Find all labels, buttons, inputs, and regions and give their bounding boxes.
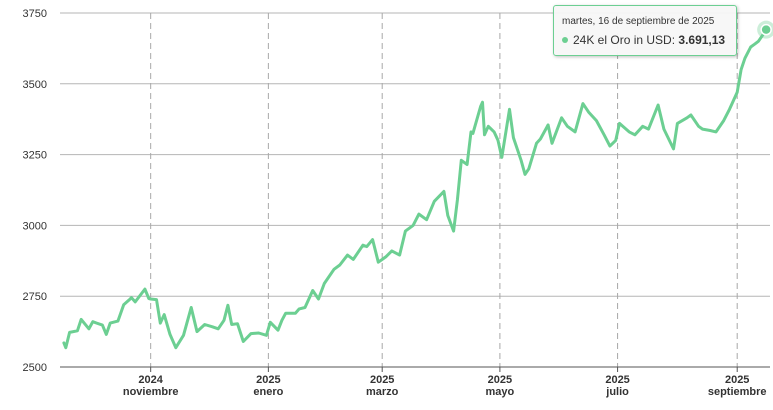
series-line [62,28,768,350]
x-tick-year: 2025 [488,374,512,386]
y-tick-label: 3500 [23,79,47,91]
tooltip-value: 3.691,13 [678,33,726,47]
y-tick-label: 3250 [23,150,47,162]
x-tick-year: 2025 [256,374,280,386]
tooltip-series-row: 24K el Oro in USD: 3.691,13 [562,33,725,47]
series-layer [62,20,773,350]
x-tick-year: 2025 [725,374,749,386]
x-tick-year: 2025 [605,374,629,386]
x-tick-month: mayo [486,386,515,398]
y-tick-label: 3000 [23,220,47,232]
y-tick-label: 2750 [23,291,47,303]
x-tick-year: 2024 [138,374,163,386]
y-tick-label: 2500 [23,362,47,374]
x-tick-month: enero [253,386,283,398]
tooltip-series-name: 24K el Oro in USD [573,33,672,47]
x-tick-month: noviembre [123,386,179,398]
hover-point [760,23,772,36]
y-tick-label: 3750 [23,8,47,20]
hover-tooltip: martes, 16 de septiembre de 2025 24K el … [553,5,737,56]
x-tick-month: julio [605,386,629,398]
tooltip-date: martes, 16 de septiembre de 2025 [562,16,715,27]
x-tick-month: marzo [366,386,399,398]
x-tick-month: septiembre [708,386,767,398]
x-tick-year: 2025 [370,374,394,386]
series-marker-icon [562,36,568,43]
grid-layer [60,12,770,368]
